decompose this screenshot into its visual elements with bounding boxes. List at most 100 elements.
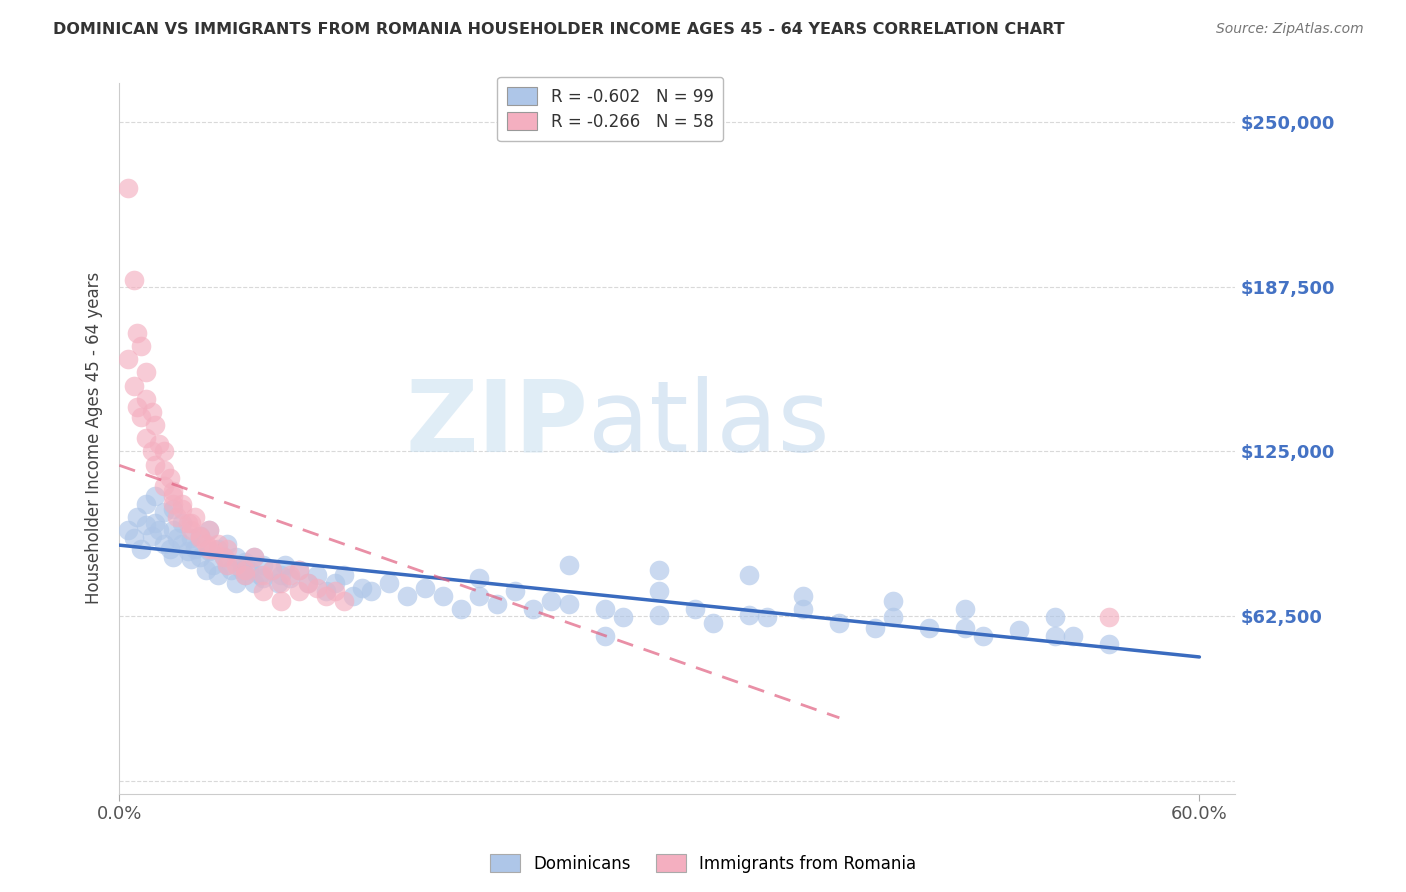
Point — [162, 489, 184, 503]
Point — [225, 558, 247, 572]
Point — [432, 589, 454, 603]
Point — [278, 571, 301, 585]
Point — [219, 563, 242, 577]
Point — [333, 594, 356, 608]
Point — [135, 518, 157, 533]
Point — [278, 568, 301, 582]
Point — [225, 576, 247, 591]
Point — [162, 483, 184, 498]
Point — [188, 529, 211, 543]
Point — [212, 549, 235, 564]
Point — [270, 576, 292, 591]
Point — [288, 563, 311, 577]
Point — [135, 497, 157, 511]
Point — [323, 584, 346, 599]
Point — [270, 594, 292, 608]
Point — [225, 549, 247, 564]
Point — [918, 621, 941, 635]
Point — [468, 571, 491, 585]
Point — [141, 405, 163, 419]
Point — [129, 410, 152, 425]
Point — [267, 576, 290, 591]
Point — [122, 531, 145, 545]
Point — [159, 541, 181, 556]
Point — [233, 568, 256, 582]
Point — [288, 584, 311, 599]
Point — [486, 597, 509, 611]
Point — [648, 563, 671, 577]
Point — [188, 531, 211, 545]
Point — [297, 576, 319, 591]
Point — [135, 431, 157, 445]
Point — [1045, 610, 1067, 624]
Point — [201, 558, 224, 572]
Point — [262, 563, 284, 577]
Text: Source: ZipAtlas.com: Source: ZipAtlas.com — [1216, 22, 1364, 37]
Point — [188, 529, 211, 543]
Point — [207, 536, 229, 550]
Point — [252, 571, 274, 585]
Point — [184, 510, 207, 524]
Point — [129, 339, 152, 353]
Point — [243, 549, 266, 564]
Point — [612, 610, 634, 624]
Point — [738, 607, 761, 622]
Point — [972, 629, 994, 643]
Point — [180, 531, 202, 545]
Point — [360, 584, 382, 599]
Point — [117, 181, 139, 195]
Legend: Dominicans, Immigrants from Romania: Dominicans, Immigrants from Romania — [484, 847, 922, 880]
Point — [252, 568, 274, 582]
Point — [333, 568, 356, 582]
Point — [143, 458, 166, 472]
Point — [1045, 629, 1067, 643]
Point — [135, 366, 157, 380]
Point — [882, 610, 904, 624]
Point — [217, 536, 239, 550]
Point — [127, 400, 149, 414]
Point — [162, 497, 184, 511]
Point — [143, 516, 166, 530]
Point — [243, 576, 266, 591]
Point — [201, 541, 224, 556]
Point — [180, 524, 202, 538]
Text: atlas: atlas — [588, 376, 830, 473]
Point — [648, 584, 671, 599]
Point — [117, 524, 139, 538]
Point — [396, 589, 419, 603]
Point — [249, 568, 271, 582]
Point — [702, 615, 724, 630]
Point — [1098, 610, 1121, 624]
Point — [865, 621, 887, 635]
Point — [540, 594, 562, 608]
Point — [198, 524, 221, 538]
Point — [198, 524, 221, 538]
Point — [162, 502, 184, 516]
Legend: R = -0.602   N = 99, R = -0.266   N = 58: R = -0.602 N = 99, R = -0.266 N = 58 — [498, 77, 724, 141]
Point — [162, 524, 184, 538]
Point — [176, 516, 198, 530]
Point — [212, 549, 235, 564]
Point — [238, 563, 260, 577]
Point — [153, 444, 176, 458]
Point — [323, 576, 346, 591]
Point — [648, 607, 671, 622]
Point — [153, 536, 176, 550]
Point — [166, 531, 188, 545]
Point — [315, 584, 337, 599]
Point — [135, 392, 157, 406]
Point — [176, 544, 198, 558]
Point — [595, 629, 617, 643]
Point — [558, 558, 581, 572]
Point — [342, 589, 364, 603]
Point — [505, 584, 527, 599]
Point — [262, 563, 284, 577]
Point — [180, 552, 202, 566]
Point — [143, 418, 166, 433]
Point — [207, 541, 229, 556]
Point — [233, 563, 256, 577]
Point — [217, 558, 239, 572]
Point — [595, 602, 617, 616]
Point — [127, 510, 149, 524]
Point — [198, 541, 221, 556]
